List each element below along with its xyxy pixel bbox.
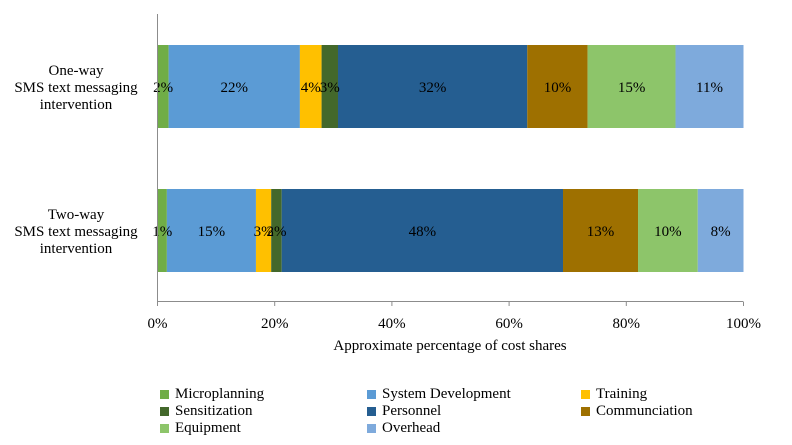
legend-label: System Development <box>382 386 511 402</box>
category-label: SMS text messaging <box>14 80 138 96</box>
bar-segment-microplanning-1 <box>157 45 169 128</box>
legend-swatch <box>367 424 376 433</box>
category-label: intervention <box>40 97 113 113</box>
bar-segment-system-development-1 <box>168 45 300 128</box>
data-label: 3% <box>320 80 340 96</box>
x-tick-label: 80% <box>613 316 641 332</box>
bar-segment-microplanning-2 <box>157 189 167 272</box>
legend-label: Sensitization <box>175 403 253 419</box>
legend-item-system-development: System Development <box>367 386 511 403</box>
category-label: SMS text messaging <box>14 224 138 240</box>
category-label: One-way <box>49 63 104 79</box>
data-label: 10% <box>654 224 682 240</box>
bar-segment-equipment-2 <box>638 189 698 272</box>
x-tick-label: 60% <box>495 316 523 332</box>
legend-label: Communciation <box>596 403 693 419</box>
data-label: 2% <box>153 80 173 96</box>
legend-item-communciation: Communciation <box>581 403 693 420</box>
x-tick-label: 20% <box>261 316 289 332</box>
legend-swatch <box>160 390 169 399</box>
legend-label: Microplanning <box>175 386 265 402</box>
data-label: 2% <box>266 224 286 240</box>
legend-item-personnel: Personnel <box>367 403 441 420</box>
data-label: 4% <box>301 80 321 96</box>
bar-segment-sensitization-2 <box>271 189 282 272</box>
legend-item-sensitization: Sensitization <box>160 403 253 420</box>
bar-segment-equipment-1 <box>587 45 676 128</box>
legend-label: Overhead <box>382 420 441 436</box>
legend-label: Equipment <box>175 420 241 436</box>
data-label: 3% <box>254 224 274 240</box>
legend-swatch <box>581 390 590 399</box>
x-tick-label: 0% <box>148 316 168 332</box>
data-label: 10% <box>544 80 572 96</box>
bar-segment-personnel-1 <box>337 45 528 128</box>
data-label: 15% <box>198 224 226 240</box>
bar-group <box>157 45 744 272</box>
bar-segment-training-1 <box>299 45 322 128</box>
legend-item-equipment: Equipment <box>160 420 241 437</box>
legend-swatch <box>367 390 376 399</box>
x-tick-label: 100% <box>726 316 761 332</box>
data-label: 8% <box>711 224 731 240</box>
legend-item-microplanning: Microplanning <box>160 386 264 403</box>
x-tick-group: 0% 20% 40% 60% 80% 100% <box>148 301 761 332</box>
legend-swatch <box>581 407 590 416</box>
bar-segment-system-development-2 <box>166 189 256 272</box>
category-label: intervention <box>40 241 113 257</box>
x-axis-title: Approximate percentage of cost shares <box>333 338 566 354</box>
category-label: Two-way <box>48 207 105 223</box>
legend-item-training: Training <box>581 386 647 403</box>
bar-segment-training-2 <box>255 189 272 272</box>
legend-label: Training <box>596 386 648 402</box>
bar-segment-overhead-2 <box>697 189 744 272</box>
data-label: 48% <box>409 224 437 240</box>
data-label: 15% <box>618 80 646 96</box>
legend-label: Personnel <box>382 403 442 419</box>
data-label: 32% <box>419 80 447 96</box>
data-label: 11% <box>696 80 723 96</box>
legend-swatch <box>160 407 169 416</box>
data-label: 13% <box>587 224 615 240</box>
legend-item-overhead: Overhead <box>367 420 440 437</box>
legend-swatch <box>367 407 376 416</box>
bar-segment-communciation-2 <box>563 189 639 272</box>
bar-segment-personnel-2 <box>281 189 564 272</box>
legend-swatch <box>160 424 169 433</box>
bar-segment-overhead-1 <box>675 45 744 128</box>
data-label: 1% <box>152 224 172 240</box>
x-tick-label: 40% <box>378 316 406 332</box>
bar-segment-communciation-1 <box>527 45 588 128</box>
data-label: 22% <box>221 80 249 96</box>
bar-segment-sensitization-1 <box>321 45 338 128</box>
